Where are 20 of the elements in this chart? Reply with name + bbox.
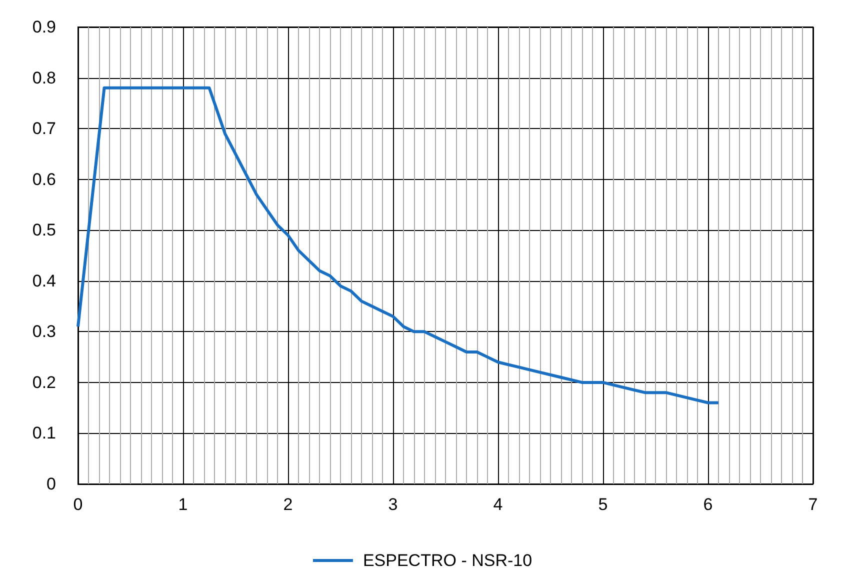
y-tick-label: 0.6 [32,170,56,189]
y-tick-label: 0.8 [32,68,56,88]
x-tick-label: 3 [388,495,398,514]
y-tick-label: 0.9 [32,18,56,36]
x-tick-label: 2 [283,495,293,514]
x-tick-label: 1 [178,495,188,514]
legend-label: ESPECTRO - NSR-10 [362,551,532,570]
y-tick-label: 0 [46,474,56,494]
y-tick-label: 0.3 [32,322,56,342]
line-series [76,86,720,404]
y-tick-label: 0.4 [32,271,56,290]
y-tick-label: 0.2 [32,372,56,392]
x-tick-label: 7 [808,495,818,514]
x-tick-label: 5 [598,495,608,514]
y-tick-label: 0.1 [32,424,56,443]
x-tick-label: 0 [73,495,83,514]
y-tick-label: 0.7 [32,119,56,138]
x-tick-label: 6 [703,495,713,514]
x-tick-label: 4 [493,495,503,514]
y-tick-label: 0.5 [32,220,56,240]
